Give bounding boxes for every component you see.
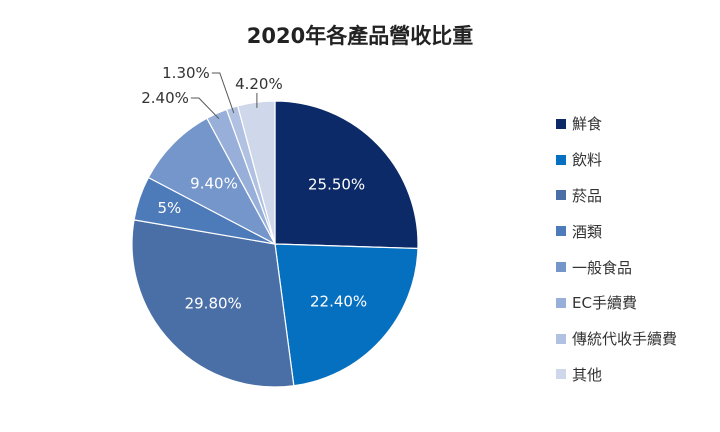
legend-swatch-8 [556, 369, 566, 380]
legend-label-3: 菸品 [572, 186, 603, 205]
data-label-3: 29.80% [185, 295, 242, 313]
legend-item-3: 菸品 [556, 178, 677, 214]
pie-slice-1 [274, 100, 419, 250]
legend-swatch-7 [556, 333, 566, 344]
pie-slice-3 [131, 219, 295, 388]
data-label-1: 25.50% [308, 175, 365, 193]
legend-swatch-6 [556, 297, 566, 308]
legend-label-4: 酒類 [572, 222, 603, 241]
pie-slice-2 [274, 243, 419, 387]
legend-item-8: 其他 [556, 357, 677, 393]
leader-line-7 [211, 72, 235, 114]
legend-label-5: 一般食品 [572, 258, 633, 277]
legend-swatch-5 [556, 262, 566, 273]
data-label-5: 9.40% [190, 175, 238, 193]
leader-line-6 [190, 97, 220, 120]
legend-item-4: 酒類 [556, 213, 677, 249]
legend: 鮮食飲料菸品酒類一般食品 EC手續費傳統代收手續費 其他 [556, 106, 677, 392]
legend-item-6: EC手續費 [556, 285, 677, 321]
legend-item-7: 傳統代收手續費 [556, 321, 677, 357]
legend-label-6: EC手續費 [572, 294, 637, 313]
legend-swatch-3 [556, 190, 566, 201]
pie-slice-8 [236, 100, 276, 245]
data-label-7: 1.30% [162, 64, 210, 82]
legend-item-2: 飲料 [556, 142, 677, 178]
legend-label-8: 其他 [572, 365, 603, 384]
legend-label-7: 傳統代收手續費 [572, 330, 678, 349]
legend-item-1: 鮮食 [556, 106, 677, 142]
data-label-8: 4.20% [235, 75, 283, 93]
legend-swatch-2 [556, 154, 566, 165]
data-label-4: 5% [158, 199, 182, 217]
legend-label-1: 鮮食 [572, 115, 603, 134]
legend-item-5: 一般食品 [556, 249, 677, 285]
data-label-6: 2.40% [141, 89, 189, 107]
chart-title: 2020年各產品營收比重 [246, 24, 474, 48]
pie-slice-5 [147, 117, 277, 246]
legend-swatch-1 [556, 118, 566, 129]
legend-label-2: 飲料 [572, 151, 603, 170]
data-label-2: 22.40% [310, 293, 367, 311]
legend-swatch-4 [556, 226, 566, 237]
